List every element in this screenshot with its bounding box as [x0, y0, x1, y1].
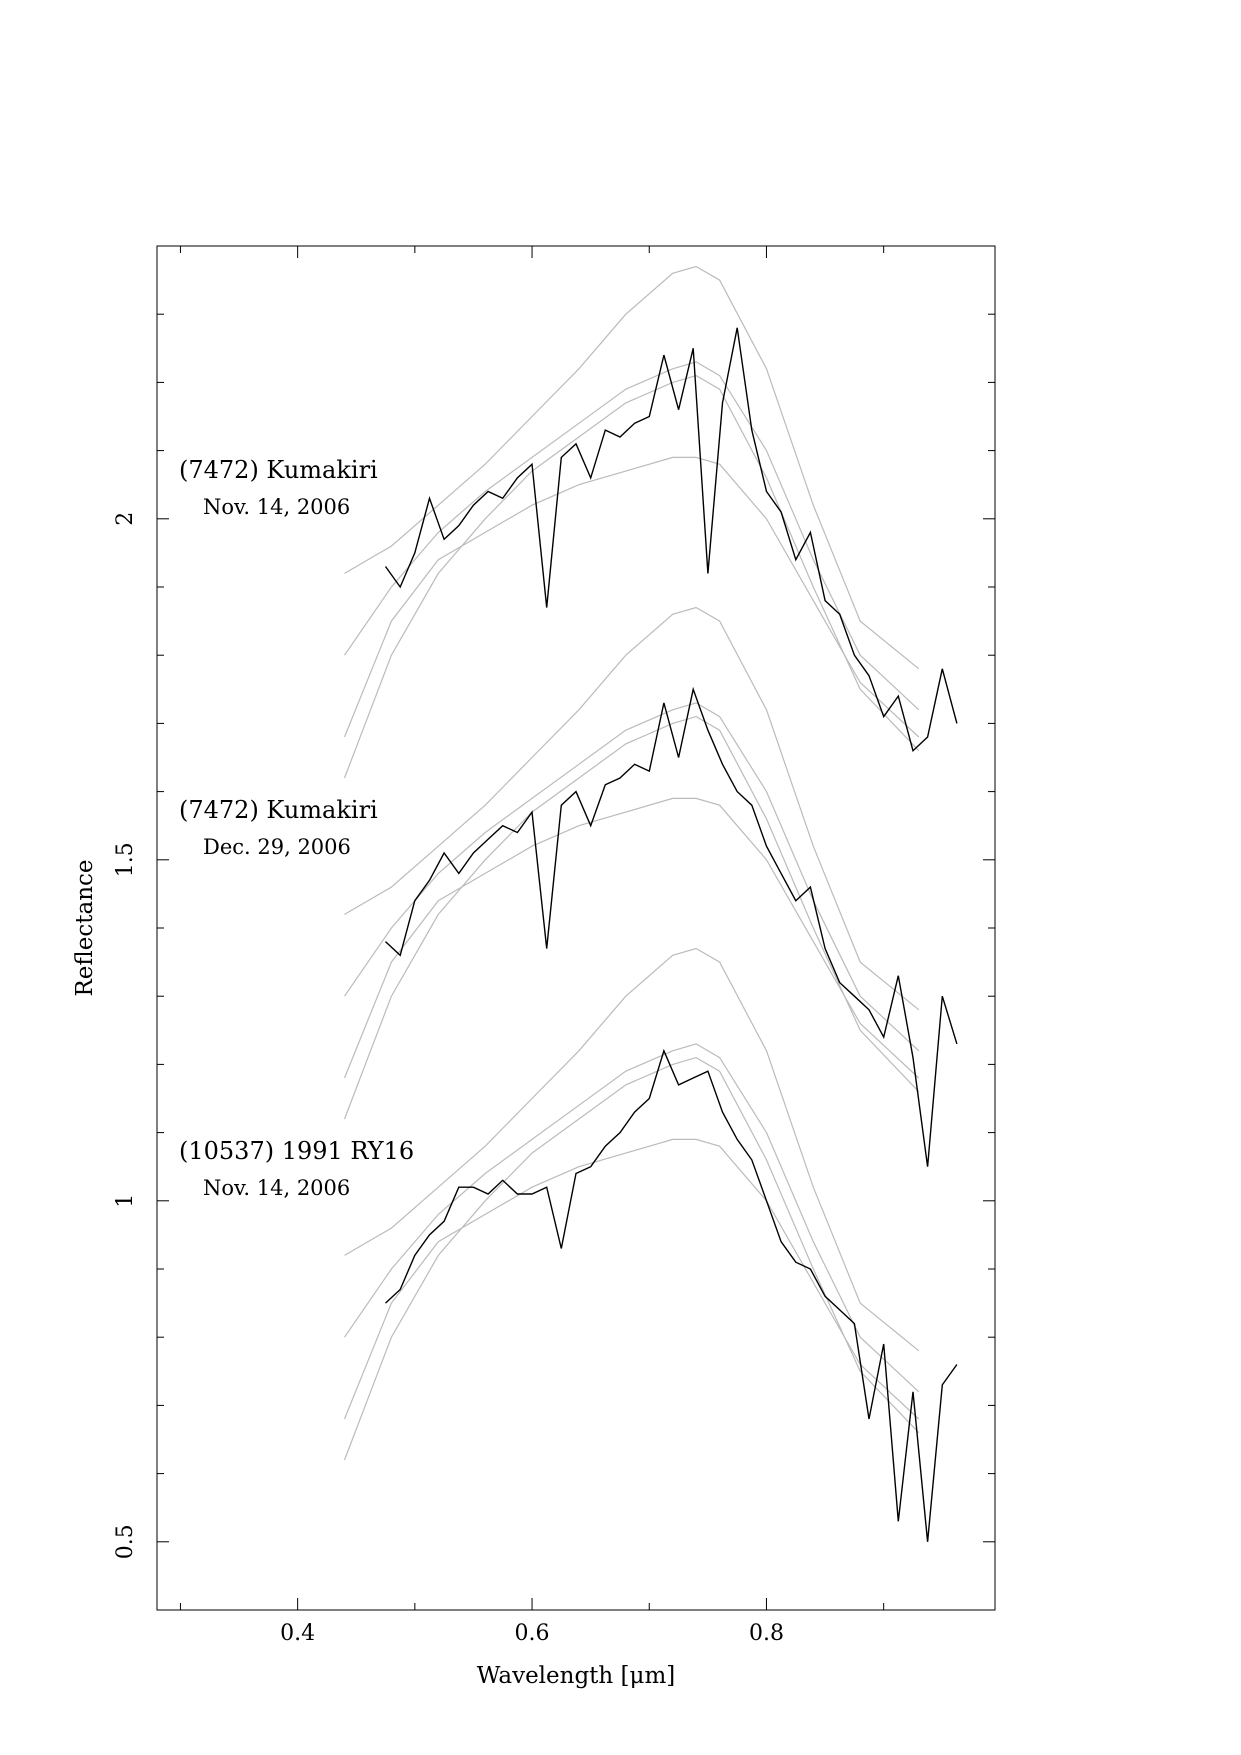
annotation-name: (10537) 1991 RY16: [179, 1137, 414, 1165]
spectrum-line: [344, 361, 920, 711]
spectrum-line: [344, 265, 920, 670]
annotation-date: Dec. 29, 2006: [203, 835, 351, 859]
spectrum-line: [343, 456, 920, 738]
annotation-name: (7472) Kumakiri: [179, 456, 378, 484]
spectrum-line: [344, 947, 920, 1352]
y-tick-label: 2: [113, 512, 138, 526]
x-axis-title: Wavelength [μm]: [477, 1663, 676, 1689]
spectrum-line: [344, 702, 920, 1052]
spectrum-line: [343, 374, 920, 779]
y-tick-label: 1.5: [113, 842, 138, 877]
spectrum-line: [343, 715, 920, 1120]
spectrum-line: [344, 1043, 920, 1393]
y-axis-title: Reflectance: [72, 859, 98, 996]
spectrum-line: [343, 1056, 920, 1461]
plot-frame: [156, 245, 996, 1611]
x-tick-label: 0.6: [515, 1621, 550, 1646]
annotation-date: Nov. 14, 2006: [203, 1176, 350, 1200]
spectrum-line: [385, 686, 958, 1167]
y-tick-label: 1: [113, 1194, 138, 1208]
spectrum-line: [343, 797, 920, 1079]
x-tick-label: 0.8: [749, 1621, 784, 1646]
annotation-name: (7472) Kumakiri: [179, 796, 378, 824]
y-tick-label: 0.5: [113, 1524, 138, 1559]
spectrum-line: [384, 327, 958, 753]
x-tick-label: 0.4: [280, 1621, 315, 1646]
spectrum-line: [343, 1138, 920, 1420]
annotation-date: Nov. 14, 2006: [203, 495, 350, 519]
spectrum-line: [344, 606, 920, 1011]
spectrum-line: [385, 1048, 958, 1542]
